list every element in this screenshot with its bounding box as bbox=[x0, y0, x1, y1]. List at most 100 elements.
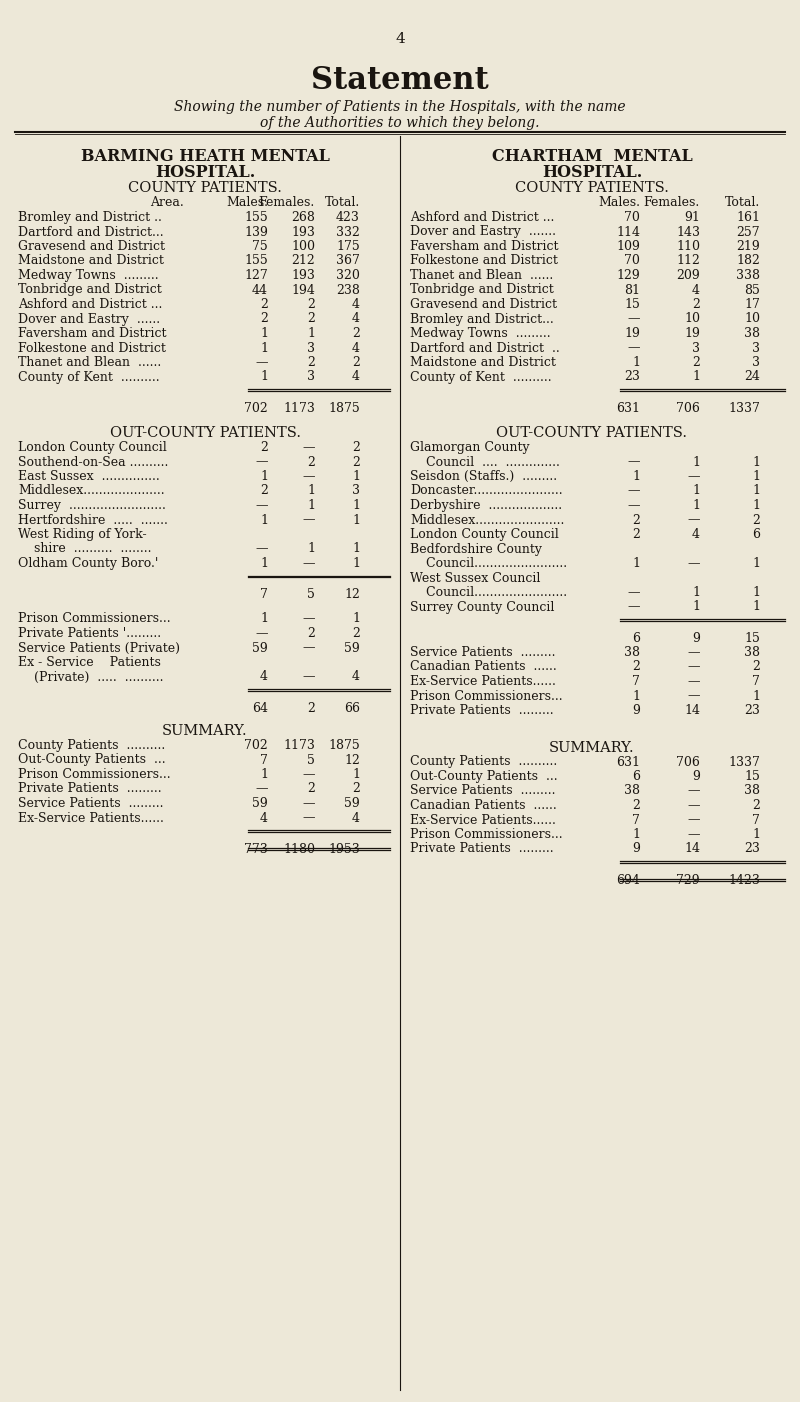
Text: 143: 143 bbox=[676, 226, 700, 238]
Text: 631: 631 bbox=[616, 402, 640, 415]
Text: 631: 631 bbox=[616, 756, 640, 768]
Text: Private Patients  .........: Private Patients ......... bbox=[18, 782, 162, 795]
Text: 24: 24 bbox=[744, 370, 760, 384]
Text: 4: 4 bbox=[352, 370, 360, 384]
Text: 23: 23 bbox=[744, 843, 760, 855]
Text: 4: 4 bbox=[352, 342, 360, 355]
Text: 1: 1 bbox=[260, 613, 268, 625]
Text: 1: 1 bbox=[352, 543, 360, 555]
Text: —: — bbox=[687, 660, 700, 673]
Text: Ashford and District ...: Ashford and District ... bbox=[18, 299, 162, 311]
Text: 219: 219 bbox=[736, 240, 760, 252]
Text: 23: 23 bbox=[624, 370, 640, 384]
Text: —: — bbox=[255, 456, 268, 468]
Text: 1: 1 bbox=[692, 485, 700, 498]
Text: —: — bbox=[302, 513, 315, 527]
Text: 38: 38 bbox=[624, 646, 640, 659]
Text: 2: 2 bbox=[260, 313, 268, 325]
Text: Tonbridge and District: Tonbridge and District bbox=[18, 283, 162, 296]
Text: 2: 2 bbox=[260, 485, 268, 498]
Text: —: — bbox=[687, 690, 700, 702]
Text: 1: 1 bbox=[692, 586, 700, 599]
Text: 17: 17 bbox=[744, 299, 760, 311]
Text: 1: 1 bbox=[692, 370, 700, 384]
Text: 1875: 1875 bbox=[328, 402, 360, 415]
Text: 15: 15 bbox=[744, 770, 760, 782]
Text: 2: 2 bbox=[752, 799, 760, 812]
Text: 1: 1 bbox=[307, 543, 315, 555]
Text: London County Council: London County Council bbox=[410, 529, 558, 541]
Text: Canadian Patients  ......: Canadian Patients ...... bbox=[410, 660, 557, 673]
Text: 14: 14 bbox=[684, 704, 700, 716]
Text: 12: 12 bbox=[344, 753, 360, 767]
Text: 729: 729 bbox=[676, 873, 700, 887]
Text: 4: 4 bbox=[352, 313, 360, 325]
Text: 114: 114 bbox=[616, 226, 640, 238]
Text: Bedfordshire County: Bedfordshire County bbox=[410, 543, 542, 555]
Text: Derbyshire  ...................: Derbyshire ................... bbox=[410, 499, 562, 512]
Text: 2: 2 bbox=[752, 513, 760, 527]
Text: 2: 2 bbox=[632, 799, 640, 812]
Text: —: — bbox=[627, 485, 640, 498]
Text: 1: 1 bbox=[260, 327, 268, 341]
Text: 706: 706 bbox=[676, 756, 700, 768]
Text: 2: 2 bbox=[352, 627, 360, 639]
Text: 4: 4 bbox=[352, 299, 360, 311]
Text: 7: 7 bbox=[752, 674, 760, 688]
Text: —: — bbox=[687, 785, 700, 798]
Text: East Sussex  ...............: East Sussex ............... bbox=[18, 470, 160, 484]
Text: 59: 59 bbox=[344, 796, 360, 810]
Text: 332: 332 bbox=[336, 226, 360, 238]
Text: Males.: Males. bbox=[226, 196, 268, 209]
Text: 1: 1 bbox=[352, 557, 360, 571]
Text: 2: 2 bbox=[352, 327, 360, 341]
Text: 85: 85 bbox=[744, 283, 760, 296]
Text: Folkestone and District: Folkestone and District bbox=[18, 342, 166, 355]
Text: 1: 1 bbox=[260, 557, 268, 571]
Text: 38: 38 bbox=[624, 785, 640, 798]
Text: 702: 702 bbox=[244, 402, 268, 415]
Text: Dartford and District  ..: Dartford and District .. bbox=[410, 342, 560, 355]
Text: Total.: Total. bbox=[725, 196, 760, 209]
Text: —: — bbox=[302, 613, 315, 625]
Text: 1: 1 bbox=[352, 613, 360, 625]
Text: 320: 320 bbox=[336, 269, 360, 282]
Text: —: — bbox=[302, 557, 315, 571]
Text: 1: 1 bbox=[752, 586, 760, 599]
Text: 257: 257 bbox=[736, 226, 760, 238]
Text: 4: 4 bbox=[395, 32, 405, 46]
Text: 14: 14 bbox=[684, 843, 700, 855]
Text: Females.: Females. bbox=[644, 196, 700, 209]
Text: 4: 4 bbox=[352, 812, 360, 824]
Text: Middlesex.......................: Middlesex....................... bbox=[410, 513, 564, 527]
Text: 9: 9 bbox=[692, 632, 700, 645]
Text: 1337: 1337 bbox=[728, 402, 760, 415]
Text: 7: 7 bbox=[260, 589, 268, 601]
Text: County of Kent  ..........: County of Kent .......... bbox=[18, 370, 160, 384]
Text: HOSPITAL.: HOSPITAL. bbox=[542, 164, 642, 181]
Text: 2: 2 bbox=[632, 529, 640, 541]
Text: Surrey County Council: Surrey County Council bbox=[410, 600, 554, 614]
Text: Prison Commissioners...: Prison Commissioners... bbox=[18, 768, 170, 781]
Text: CHARTHAM  MENTAL: CHARTHAM MENTAL bbox=[492, 149, 692, 165]
Text: SUMMARY.: SUMMARY. bbox=[162, 723, 248, 737]
Text: Medway Towns  .........: Medway Towns ......... bbox=[18, 269, 158, 282]
Text: 19: 19 bbox=[624, 327, 640, 341]
Text: Prison Commissioners...: Prison Commissioners... bbox=[410, 829, 562, 841]
Text: —: — bbox=[255, 543, 268, 555]
Text: Faversham and District: Faversham and District bbox=[410, 240, 558, 252]
Text: Private Patients '.........: Private Patients '......... bbox=[18, 627, 161, 639]
Text: 64: 64 bbox=[252, 702, 268, 715]
Text: 182: 182 bbox=[736, 255, 760, 268]
Text: (Private)  .....  ..........: (Private) ..... .......... bbox=[18, 670, 163, 684]
Text: 3: 3 bbox=[352, 485, 360, 498]
Text: 4: 4 bbox=[692, 283, 700, 296]
Text: 2: 2 bbox=[692, 356, 700, 369]
Text: 9: 9 bbox=[692, 770, 700, 782]
Text: —: — bbox=[687, 557, 700, 571]
Text: 155: 155 bbox=[244, 210, 268, 224]
Text: 1875: 1875 bbox=[328, 739, 360, 751]
Text: Private Patients  .........: Private Patients ......... bbox=[410, 704, 554, 716]
Text: —: — bbox=[687, 674, 700, 688]
Text: Folkestone and District: Folkestone and District bbox=[410, 255, 558, 268]
